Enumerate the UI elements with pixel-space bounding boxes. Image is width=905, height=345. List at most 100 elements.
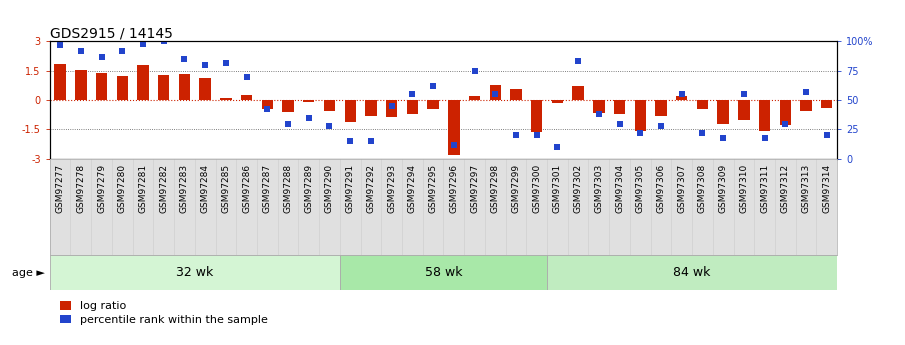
Text: age ►: age ► [13, 268, 45, 277]
Text: GSM97299: GSM97299 [511, 164, 520, 213]
Text: GSM97305: GSM97305 [636, 164, 644, 213]
Point [322, 123, 337, 129]
Point [426, 83, 441, 89]
Point [737, 91, 751, 97]
Point [157, 39, 171, 44]
Text: GSM97313: GSM97313 [802, 164, 811, 213]
Point [446, 142, 461, 147]
Text: 84 wk: 84 wk [673, 266, 710, 279]
Point [467, 68, 481, 73]
Bar [366, 100, 376, 116]
Point [820, 132, 834, 138]
Bar [262, 100, 273, 109]
Text: GSM97314: GSM97314 [823, 164, 832, 213]
Text: GSM97310: GSM97310 [739, 164, 748, 213]
Point [94, 54, 109, 59]
Point [405, 91, 420, 97]
Text: GSM97308: GSM97308 [698, 164, 707, 213]
Text: GSM97301: GSM97301 [553, 164, 562, 213]
Text: GDS2915 / 14145: GDS2915 / 14145 [50, 26, 173, 40]
Bar [718, 100, 729, 125]
Point [52, 42, 67, 48]
Bar [547, 255, 837, 290]
Bar [54, 64, 66, 100]
Point [281, 121, 295, 126]
Point [239, 74, 253, 79]
Bar [738, 100, 749, 120]
Point [695, 130, 710, 136]
Bar [96, 73, 108, 100]
Text: GSM97311: GSM97311 [760, 164, 769, 213]
Bar [759, 100, 770, 131]
Point [613, 121, 627, 126]
Point [778, 121, 793, 126]
Bar [345, 100, 356, 121]
Bar [676, 96, 688, 100]
Bar [531, 100, 542, 132]
Bar [324, 100, 335, 111]
Text: GSM97292: GSM97292 [367, 164, 376, 213]
Text: GSM97307: GSM97307 [677, 164, 686, 213]
Text: GSM97303: GSM97303 [595, 164, 604, 213]
Bar [75, 70, 87, 100]
Text: GSM97282: GSM97282 [159, 164, 168, 213]
Bar [573, 86, 584, 100]
Text: GSM97287: GSM97287 [262, 164, 272, 213]
Bar [634, 100, 646, 131]
Bar [386, 100, 397, 117]
Point [799, 89, 814, 95]
Bar [655, 100, 667, 116]
Bar [340, 255, 547, 290]
Point [509, 132, 523, 138]
Bar [448, 100, 460, 155]
Bar [158, 75, 169, 100]
Point [571, 59, 586, 64]
Point [115, 48, 129, 53]
Point [633, 130, 647, 136]
Point [488, 91, 502, 97]
Text: GSM97291: GSM97291 [346, 164, 355, 213]
Text: GSM97283: GSM97283 [180, 164, 189, 213]
Text: GSM97300: GSM97300 [532, 164, 541, 213]
Text: GSM97309: GSM97309 [719, 164, 728, 213]
Bar [821, 100, 833, 108]
Text: GSM97294: GSM97294 [408, 164, 417, 213]
Point [757, 135, 772, 140]
Point [716, 135, 730, 140]
Point [653, 123, 668, 129]
Bar [179, 73, 190, 100]
Point [674, 91, 689, 97]
Bar [117, 76, 128, 100]
Point [198, 62, 213, 68]
Bar [697, 100, 708, 109]
Bar [552, 100, 563, 103]
Point [592, 111, 606, 117]
Bar [282, 100, 294, 112]
Text: GSM97280: GSM97280 [118, 164, 127, 213]
Text: 32 wk: 32 wk [176, 266, 214, 279]
Point [177, 56, 192, 62]
Text: GSM97279: GSM97279 [97, 164, 106, 213]
Bar [220, 98, 232, 100]
Bar [779, 100, 791, 126]
Point [73, 48, 88, 53]
Text: GSM97281: GSM97281 [138, 164, 148, 213]
Text: GSM97288: GSM97288 [283, 164, 292, 213]
Text: GSM97295: GSM97295 [429, 164, 438, 213]
Point [219, 60, 233, 65]
Text: GSM97312: GSM97312 [781, 164, 790, 213]
Bar [138, 65, 148, 100]
Point [343, 138, 357, 144]
Text: GSM97277: GSM97277 [55, 164, 64, 213]
Point [550, 144, 565, 150]
Text: GSM97285: GSM97285 [222, 164, 231, 213]
Text: GSM97286: GSM97286 [243, 164, 251, 213]
Text: GSM97306: GSM97306 [656, 164, 665, 213]
Text: GSM97304: GSM97304 [615, 164, 624, 213]
Text: GSM97284: GSM97284 [201, 164, 210, 213]
Bar [427, 100, 439, 109]
Text: GSM97278: GSM97278 [76, 164, 85, 213]
Bar [50, 255, 340, 290]
Text: GSM97296: GSM97296 [449, 164, 458, 213]
Bar [593, 100, 605, 113]
